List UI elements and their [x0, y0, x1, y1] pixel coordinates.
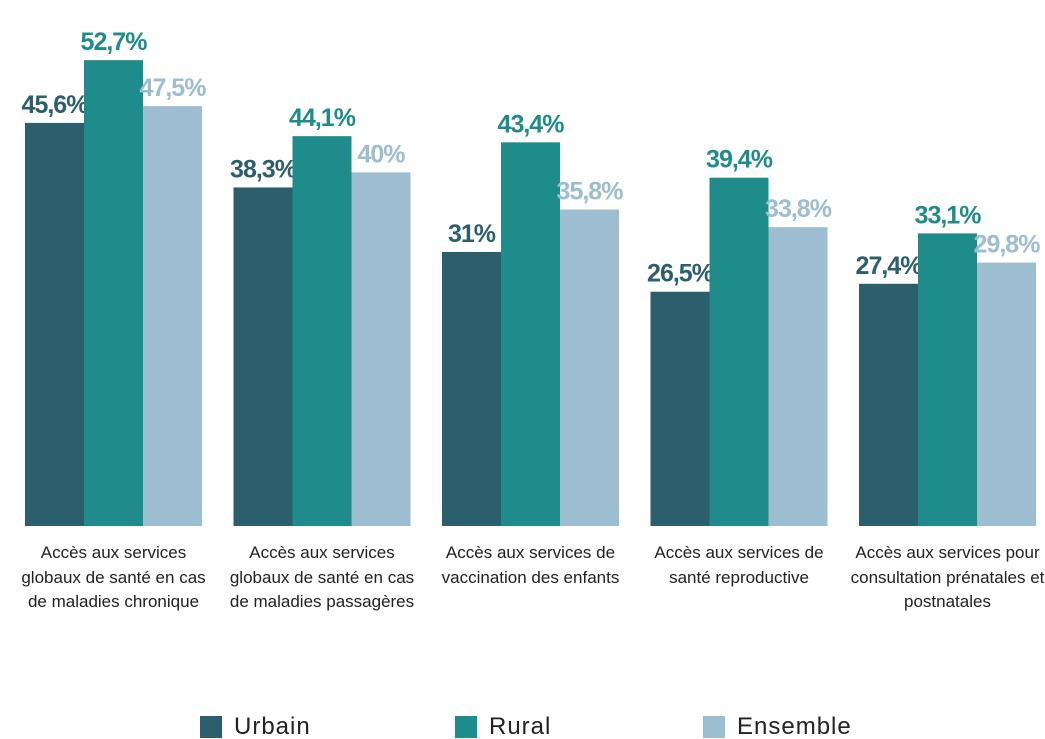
value-label: 27,4% [856, 252, 923, 280]
value-label: 33,1% [915, 201, 982, 229]
category-label: Accès aux services de vaccination des en… [441, 543, 620, 587]
legend-swatch [455, 716, 477, 738]
value-label: 43,4% [498, 110, 565, 138]
value-label: 35,8% [557, 178, 624, 206]
category-label: Accès aux services globaux de santé en c… [21, 543, 206, 611]
bar [442, 251, 501, 526]
bar [351, 172, 411, 526]
bar [859, 283, 918, 526]
bar [709, 177, 769, 527]
legend-label: Ensemble [737, 713, 852, 739]
value-label: 26,5% [647, 260, 714, 288]
bar [918, 233, 977, 526]
bar [143, 106, 202, 526]
bar [768, 227, 828, 526]
value-label: 39,4% [706, 146, 773, 174]
category-label: Accès aux services pour consultation pré… [850, 543, 1045, 611]
bar [977, 262, 1036, 526]
legend-item: Ensemble [703, 713, 852, 739]
value-label: 33,8% [765, 195, 832, 223]
bar [25, 122, 84, 527]
value-label: 31% [448, 220, 496, 248]
bar [292, 136, 352, 526]
value-label: 52,7% [81, 28, 148, 56]
category-label: Accès aux services globaux de santé en c… [229, 543, 415, 611]
category-label: Accès aux services de santé reproductive [654, 543, 824, 587]
bar [233, 187, 293, 527]
value-label: 40% [357, 140, 405, 168]
bar [501, 142, 560, 526]
legend-item: Urbain [200, 713, 311, 739]
bar [650, 291, 710, 526]
value-label: 45,6% [22, 91, 89, 119]
bar [560, 209, 619, 526]
legend-swatch [703, 716, 725, 738]
bar [84, 60, 143, 527]
legend-label: Rural [489, 713, 552, 739]
legend-label: Urbain [234, 713, 311, 739]
value-label: 44,1% [289, 104, 356, 132]
value-label: 38,3% [230, 155, 297, 183]
value-label: 29,8% [974, 231, 1041, 259]
legend-item: Rural [455, 713, 551, 739]
value-label: 47,5% [140, 74, 207, 102]
legend-swatch [200, 716, 222, 738]
